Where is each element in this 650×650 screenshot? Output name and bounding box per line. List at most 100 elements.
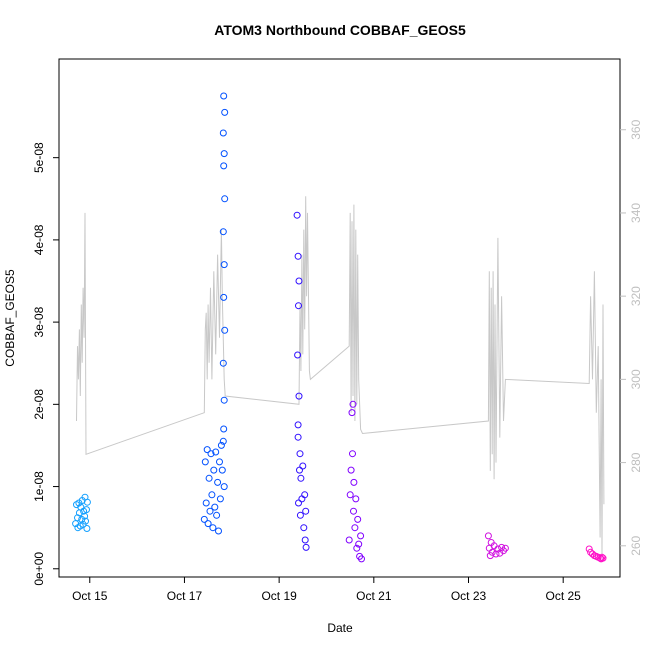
- y-axis-label: COBBAF_GEOS5: [3, 269, 17, 367]
- data-point: [210, 466, 218, 474]
- data-point: [299, 462, 307, 470]
- data-point: [357, 532, 365, 540]
- data-point: [598, 553, 606, 561]
- data-point: [348, 409, 356, 417]
- y2-tick-label: 360: [629, 119, 643, 139]
- data-point: [347, 466, 355, 474]
- x-tick-label: Oct 15: [72, 589, 108, 603]
- y2-tick-label: 300: [629, 369, 643, 389]
- data-point: [83, 525, 91, 532]
- data-point: [346, 491, 354, 499]
- x-axis-label: Date: [327, 621, 353, 635]
- data-point: [589, 550, 596, 558]
- data-point: [215, 527, 222, 535]
- data-point: [219, 359, 227, 367]
- data-point: [203, 446, 211, 454]
- y-tick-label: 2e-08: [32, 389, 46, 420]
- data-point: [218, 466, 226, 474]
- data-point: [207, 450, 215, 458]
- data-point: [295, 392, 303, 400]
- data-point: [202, 499, 210, 507]
- data-point: [355, 540, 363, 548]
- data-point: [349, 400, 357, 408]
- data-point: [219, 437, 227, 445]
- data-point: [81, 512, 89, 520]
- data-point: [300, 524, 308, 532]
- y2-tick-label: 320: [629, 286, 643, 306]
- data-point: [216, 458, 223, 466]
- chart-title: ATOM3 Northbound COBBAF_GEOS5: [214, 22, 466, 38]
- data-point: [484, 532, 492, 540]
- data-point: [220, 92, 228, 100]
- data-point: [220, 261, 228, 269]
- data-point: [83, 498, 91, 506]
- data-point: [216, 495, 224, 503]
- data-point: [350, 478, 358, 486]
- y-tick-label: 5e-08: [32, 142, 46, 173]
- data-point: [204, 520, 212, 528]
- plot-frame: [58, 58, 621, 578]
- y2-tick-label: 280: [629, 452, 643, 472]
- secondary-line-layer: [76, 196, 605, 555]
- data-point: [585, 545, 593, 553]
- data-point: [211, 503, 219, 511]
- data-point: [208, 491, 216, 499]
- x-tick-label: Oct 23: [451, 589, 487, 603]
- data-point: [296, 466, 303, 474]
- data-point: [350, 507, 357, 515]
- data-point: [293, 211, 301, 219]
- data-point: [214, 478, 222, 486]
- data-point: [488, 548, 496, 556]
- x-tick-label: Oct 19: [261, 589, 297, 603]
- data-point: [83, 506, 90, 514]
- y2-tick-label: 260: [629, 535, 643, 555]
- data-point: [294, 421, 302, 429]
- data-point: [345, 536, 353, 544]
- points-layer: [72, 92, 607, 563]
- data-point: [295, 499, 302, 507]
- y-tick-label: 4e-08: [32, 224, 46, 255]
- secondary-series-line: [76, 196, 605, 555]
- data-point: [599, 554, 607, 562]
- data-point: [294, 351, 302, 359]
- data-point: [82, 517, 89, 525]
- axes-layer: Oct 15 Oct 17 Oct 19 Oct 21 Oct 23 Oct 25 0e+0…: [32, 58, 643, 603]
- data-point: [501, 544, 509, 552]
- data-point: [296, 511, 304, 519]
- data-point: [220, 396, 228, 404]
- data-point: [221, 195, 229, 203]
- data-point: [220, 162, 228, 170]
- data-point: [206, 507, 214, 515]
- data-point: [351, 524, 359, 532]
- data-point: [349, 450, 356, 458]
- data-point: [220, 483, 228, 491]
- data-point: [201, 458, 209, 466]
- data-point: [301, 491, 309, 499]
- data-point: [217, 441, 225, 449]
- data-point: [221, 108, 229, 116]
- data-point: [220, 425, 228, 433]
- data-point: [297, 474, 305, 482]
- y-tick-label: 3e-08: [32, 306, 46, 337]
- data-point: [295, 302, 302, 310]
- data-point: [294, 252, 302, 260]
- x-tick-label: Oct 17: [167, 589, 203, 603]
- data-point: [205, 474, 213, 482]
- data-point: [219, 228, 227, 236]
- data-point: [209, 524, 217, 532]
- data-point: [358, 555, 365, 563]
- data-point: [295, 277, 303, 285]
- data-point: [220, 293, 228, 301]
- data-point: [212, 448, 220, 456]
- data-point: [353, 544, 361, 552]
- data-point: [354, 515, 362, 523]
- data-point: [200, 515, 208, 523]
- data-point: [221, 326, 229, 334]
- data-point: [294, 433, 302, 441]
- data-point: [219, 129, 227, 137]
- y-tick-label: 0e+00: [32, 552, 46, 586]
- y-tick-label: 1e-08: [32, 471, 46, 502]
- x-tick-label: Oct 21: [356, 589, 392, 603]
- y2-tick-label: 340: [629, 203, 643, 223]
